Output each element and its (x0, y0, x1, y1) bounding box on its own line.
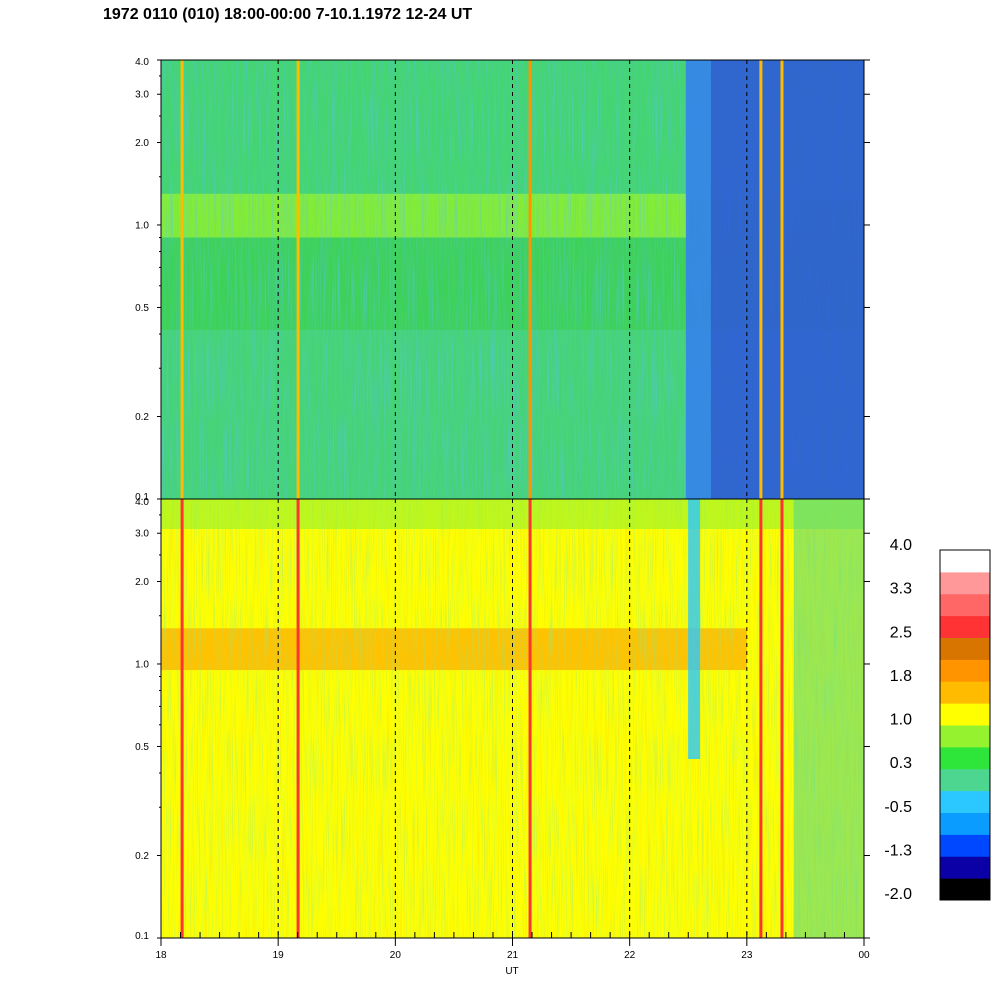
spike-line (759, 60, 763, 499)
colorbar-segment (940, 790, 990, 813)
colorbar-segment (940, 637, 990, 660)
colorbar-label: 4.0 (890, 537, 912, 554)
spike-line (528, 499, 532, 938)
colorbar-label: 2.5 (890, 624, 912, 641)
spike-line (528, 60, 532, 499)
spike-line (780, 499, 784, 938)
chart-title: 1972 0110 (010) 18:00-00:00 7-10.1.1972 … (103, 6, 473, 23)
top-panel-spikes (180, 60, 784, 499)
bottom-panel-spikes (180, 499, 784, 938)
colorbar-segment (940, 725, 990, 748)
colorbar-frame (939, 549, 991, 901)
x-tick-label: 00 (858, 950, 870, 961)
colorbar-labels: 4.0 3.3 2.5 1.8 1.0 0.3 -0.5 -1.3 -2.0 (884, 537, 912, 903)
y-tick-label: 4.0 (135, 57, 149, 68)
x-tick-label: 19 (273, 950, 285, 961)
top-panel-dashed-lines (277, 60, 748, 499)
y-tick-label: 0.2 (135, 851, 149, 862)
colorbar-segment (940, 703, 990, 726)
colorbar-segment (940, 681, 990, 704)
colorbar (939, 549, 991, 901)
colorbar-label: -1.3 (884, 842, 912, 859)
top-panel-y-axis: 0.1 0.2 0.5 1.0 2.0 3.0 4.0 (135, 57, 870, 503)
y-tick-label: 1.0 (135, 220, 149, 231)
y-tick-label: 0.5 (135, 742, 149, 753)
colorbar-label: 1.8 (890, 668, 912, 685)
spike-line (180, 60, 184, 499)
y-tick-label: 3.0 (135, 90, 149, 101)
x-tick-label: 22 (624, 950, 636, 961)
spike-line (296, 499, 300, 938)
colorbar-label: -0.5 (884, 799, 912, 816)
y-tick-label: 1.0 (135, 659, 149, 670)
colorbar-segment (940, 878, 990, 901)
y-tick-label: 2.0 (135, 138, 149, 149)
x-tick-label: 18 (155, 950, 167, 961)
y-tick-label: 0.1 (135, 492, 149, 503)
colorbar-segment (940, 856, 990, 879)
colorbar-segment (940, 593, 990, 617)
colorbar-label: 1.0 (890, 712, 912, 729)
y-tick-label: 0.1 (135, 931, 149, 942)
spike-line (296, 60, 300, 499)
bottom-panel-y-axis: 0.1 0.2 0.5 1.0 2.0 3.0 4.0 (135, 497, 870, 942)
x-tick-label: 23 (741, 950, 753, 961)
bottom-panel-blue-streak (688, 499, 701, 760)
bottom-panel-late-green (793, 499, 864, 938)
colorbar-segment (940, 571, 990, 595)
bottom-panel-dashed-lines (277, 499, 748, 938)
top-panel-event-edge (685, 60, 711, 499)
y-tick-label: 2.0 (135, 577, 149, 588)
x-axis: 18 19 20 21 22 23 00 (155, 932, 870, 961)
colorbar-segment (940, 812, 990, 835)
y-tick-label: 4.0 (135, 497, 149, 508)
x-tick-label: 21 (507, 950, 519, 961)
y-tick-label: 3.0 (135, 529, 149, 540)
colorbar-label: 3.3 (890, 581, 912, 598)
colorbar-segment (940, 615, 990, 638)
colorbar-segment (940, 834, 990, 857)
x-tick-label: 20 (390, 950, 402, 961)
y-tick-label: 0.2 (135, 412, 149, 423)
colorbar-segment (940, 746, 990, 770)
x-axis-label: UT (505, 966, 518, 977)
y-tick-label: 0.5 (135, 303, 149, 314)
colorbar-label: 0.3 (890, 755, 912, 772)
spike-line (780, 60, 784, 499)
colorbar-segment (940, 550, 990, 573)
spike-line (759, 499, 763, 938)
colorbar-label: -2.0 (884, 886, 912, 903)
spike-line (180, 499, 184, 938)
colorbar-segment (940, 659, 990, 682)
colorbar-segment (940, 768, 990, 792)
top-panel-dark-event (685, 60, 864, 499)
